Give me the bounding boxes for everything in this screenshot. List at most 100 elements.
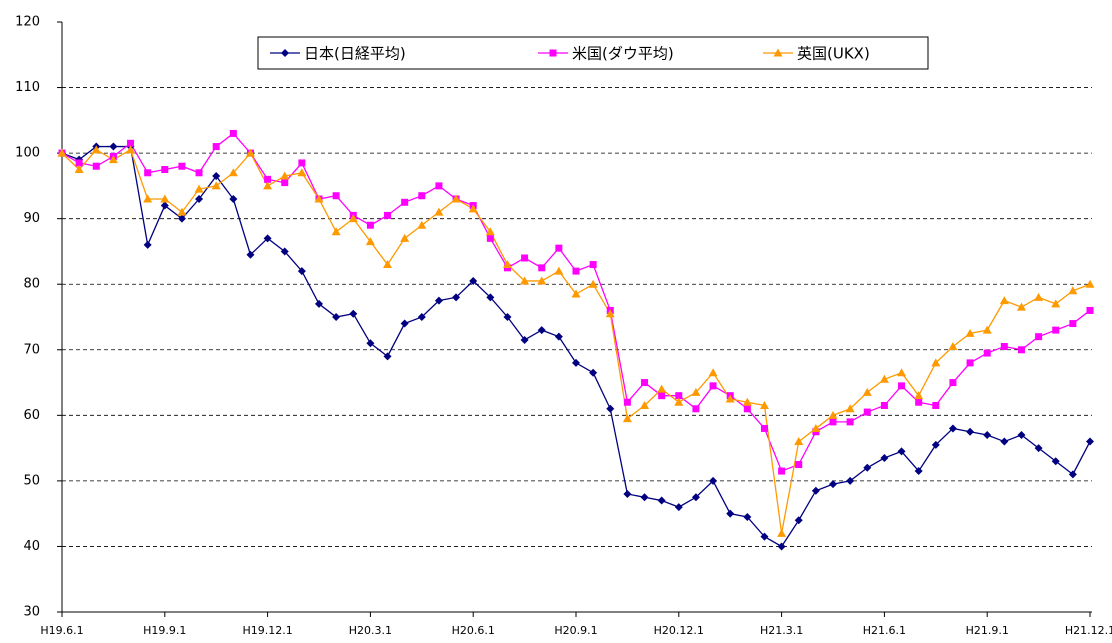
data-point <box>314 194 324 203</box>
data-point <box>383 260 393 269</box>
data-point <box>760 424 768 432</box>
x-tick-label: H20.9.1 <box>554 624 597 637</box>
data-point <box>759 401 769 409</box>
data-point <box>229 195 238 203</box>
y-tick-label: 60 <box>23 408 40 423</box>
data-point <box>623 490 632 498</box>
data-point <box>332 192 340 200</box>
data-point <box>537 326 546 335</box>
data-point <box>212 172 221 181</box>
y-tick-label: 120 <box>15 15 40 30</box>
data-point <box>485 227 495 236</box>
data-point <box>521 254 529 262</box>
data-point <box>760 532 769 541</box>
data-point <box>280 171 290 180</box>
data-point <box>571 289 581 298</box>
data-point <box>108 155 118 164</box>
data-point <box>863 408 871 416</box>
data-point <box>1069 320 1077 328</box>
data-point <box>932 402 940 409</box>
data-point <box>640 493 649 502</box>
data-point <box>708 368 718 377</box>
data-point <box>126 145 136 154</box>
data-point <box>331 227 341 236</box>
data-point <box>520 335 529 344</box>
legend-marker <box>773 48 783 57</box>
data-point <box>726 509 735 518</box>
data-point <box>778 467 786 475</box>
data-point <box>452 293 461 302</box>
data-point <box>572 267 580 275</box>
data-point <box>1035 333 1043 341</box>
data-point <box>725 394 735 403</box>
data-point <box>177 207 187 216</box>
data-point <box>160 194 170 203</box>
data-point <box>675 392 683 400</box>
data-point <box>948 342 958 350</box>
data-point <box>1017 346 1025 354</box>
data-point <box>469 276 478 285</box>
data-point <box>691 493 700 502</box>
data-point <box>742 397 752 406</box>
data-point <box>777 528 787 537</box>
data-point <box>880 402 888 409</box>
legend-marker <box>281 49 289 57</box>
data-point <box>298 159 306 167</box>
data-point <box>263 181 273 190</box>
data-point <box>401 198 409 206</box>
data-point <box>794 516 803 525</box>
data-point <box>195 169 203 177</box>
data-point <box>280 247 289 256</box>
data-point <box>657 384 667 393</box>
data-point <box>228 168 238 177</box>
data-point <box>1051 457 1060 466</box>
data-point <box>538 264 546 272</box>
data-point <box>417 220 427 229</box>
data-point <box>777 542 786 551</box>
data-point <box>417 313 426 321</box>
legend-box <box>257 36 929 70</box>
data-point <box>57 148 67 157</box>
data-point <box>914 391 924 400</box>
data-point <box>674 397 684 406</box>
data-point <box>1017 431 1026 439</box>
data-point <box>75 159 83 167</box>
data-point <box>384 211 392 219</box>
data-point <box>811 423 821 432</box>
data-point <box>898 382 906 390</box>
data-point <box>982 325 992 334</box>
data-point <box>400 233 410 242</box>
data-point <box>297 267 306 276</box>
data-point <box>1051 299 1061 308</box>
data-point <box>589 261 597 269</box>
data-point <box>640 401 650 409</box>
data-point <box>1034 444 1043 453</box>
data-point <box>245 148 255 157</box>
x-tick-label: H20.12.1 <box>654 624 704 637</box>
data-point <box>931 440 940 449</box>
data-point <box>846 418 854 426</box>
data-point <box>211 181 221 190</box>
data-point <box>92 162 100 170</box>
data-point <box>537 276 547 285</box>
data-point <box>144 169 152 177</box>
data-point <box>1085 279 1095 288</box>
data-point <box>194 184 204 193</box>
data-point <box>161 166 169 173</box>
data-point <box>281 179 289 187</box>
data-point <box>109 142 118 151</box>
data-point <box>502 260 512 269</box>
data-point <box>1000 343 1008 350</box>
data-point <box>366 221 374 229</box>
data-point <box>383 352 392 361</box>
data-point <box>931 358 941 367</box>
data-point <box>743 512 752 521</box>
data-point <box>915 398 923 406</box>
data-point <box>709 382 717 390</box>
y-tick-label: 110 <box>15 80 40 95</box>
data-point <box>692 405 700 413</box>
data-point <box>143 240 152 249</box>
data-point <box>229 129 237 137</box>
data-point <box>400 319 409 328</box>
